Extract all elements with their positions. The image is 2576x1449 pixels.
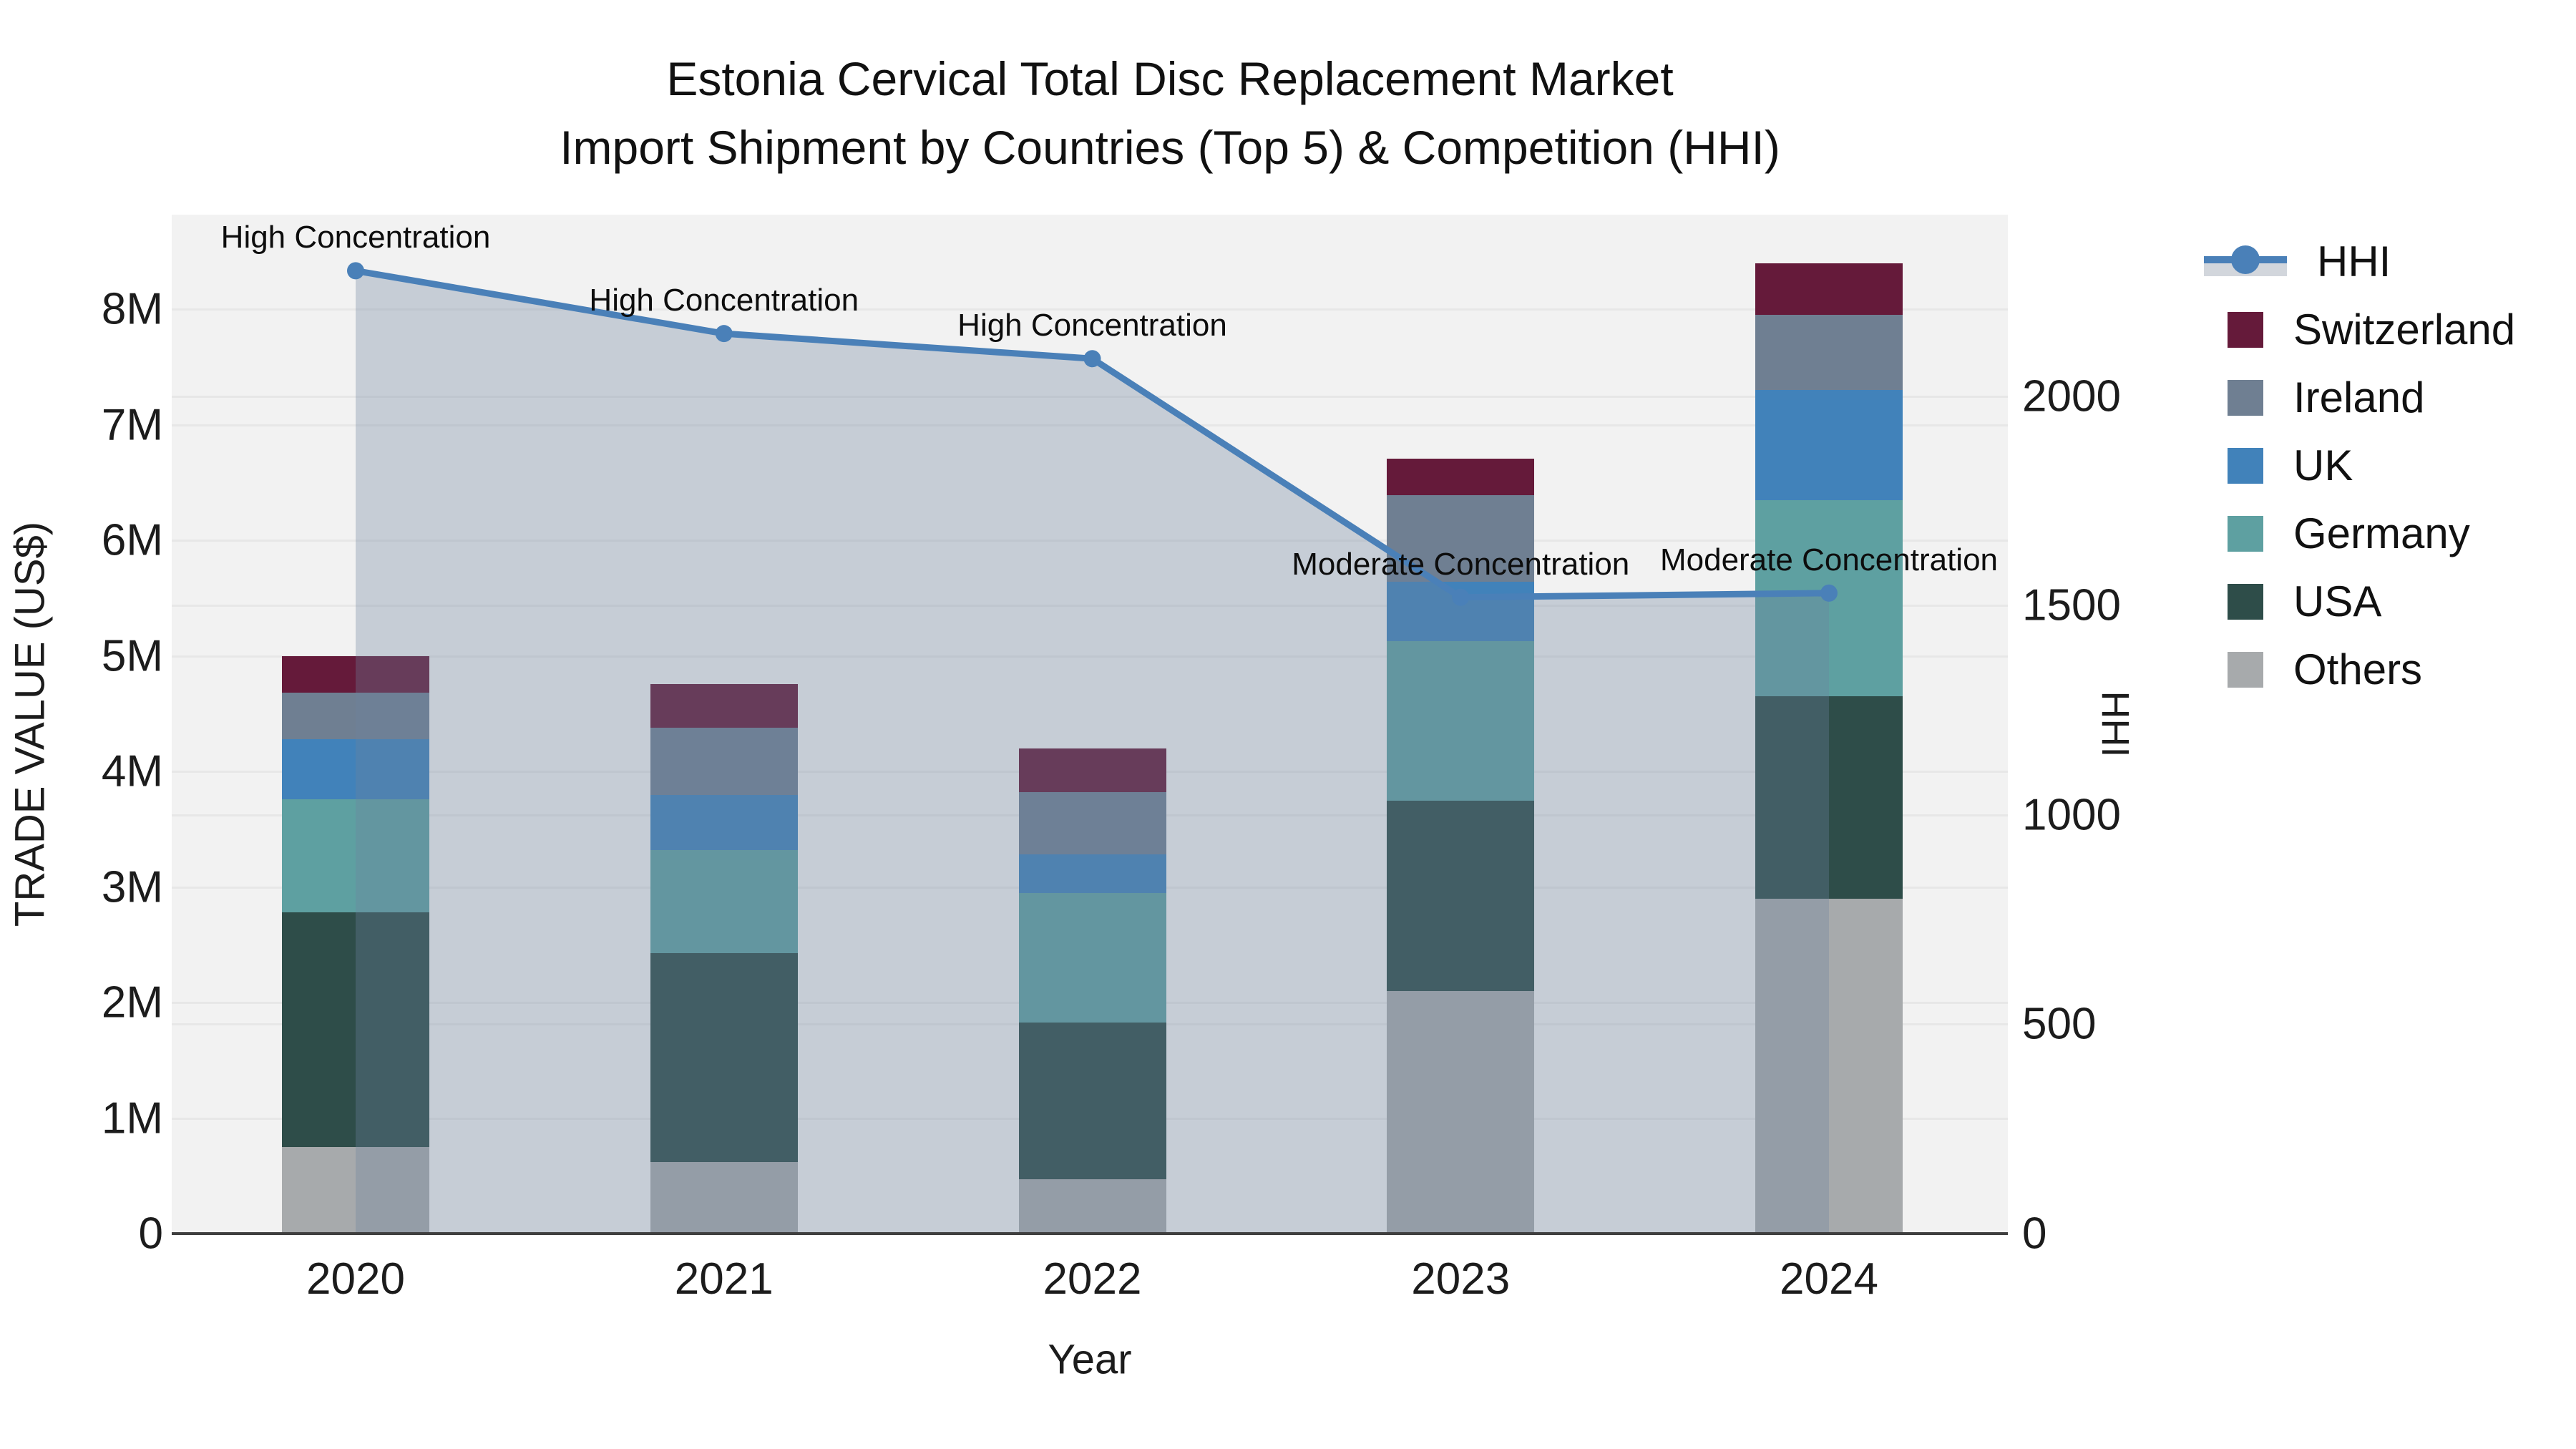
bar-segment-switzerland-2024	[1755, 263, 1903, 316]
left-tick-1M: 1M	[101, 1093, 163, 1143]
legend: HHI Switzerland Ireland UK Germany USA Others	[2204, 228, 2515, 703]
legend-item-hhi[interactable]: HHI	[2204, 228, 2515, 296]
right-tick-1000: 1000	[2022, 790, 2121, 840]
bar-segment-others-2022	[1018, 1179, 1166, 1234]
legend-label-ireland: Ireland	[2293, 374, 2425, 421]
legend-swatch-ireland	[2228, 379, 2263, 416]
left-tick-0: 0	[138, 1209, 163, 1259]
annotation-2022: High Concentration	[957, 308, 1227, 343]
x-tick-2024: 2024	[1780, 1254, 1878, 1304]
bar-segment-switzerland-2021	[650, 683, 798, 728]
gridline-trade-8m	[172, 308, 2008, 311]
bar-segment-ireland-2021	[650, 727, 798, 795]
legend-item-ireland[interactable]: Ireland	[2204, 364, 2515, 431]
legend-item-switzerland[interactable]: Switzerland	[2204, 296, 2515, 364]
bar-segment-others-2023	[1387, 990, 1535, 1234]
bar-segment-usa-2024	[1755, 696, 1903, 899]
bar-segment-germany-2023	[1387, 640, 1535, 801]
x-tick-2020: 2020	[306, 1254, 405, 1304]
annotation-2021: High Concentration	[589, 283, 859, 318]
annotation-2023: Moderate Concentration	[1292, 546, 1630, 582]
bar-segment-germany-2022	[1018, 892, 1166, 1023]
legend-item-others[interactable]: Others	[2204, 635, 2515, 703]
annotation-2024: Moderate Concentration	[1659, 542, 1999, 577]
bar-segment-switzerland-2022	[1018, 748, 1166, 793]
right-tick-2000: 2000	[2022, 371, 2121, 421]
legend-label-germany: Germany	[2293, 509, 2470, 557]
bar-segment-usa-2021	[650, 952, 798, 1162]
right-tick-0: 0	[2022, 1209, 2047, 1259]
legend-swatch-switzerland	[2228, 311, 2263, 348]
bar-segment-ireland-2022	[1018, 792, 1166, 855]
legend-label-switzerland: Switzerland	[2293, 306, 2516, 353]
legend-label-hhi: HHI	[2317, 238, 2391, 286]
hhi-line-overlay	[347, 262, 1838, 1234]
right-axis-title: HHI	[2094, 691, 2137, 758]
legend-label-usa: USA	[2293, 577, 2382, 625]
bar-segment-ireland-2024	[1755, 315, 1903, 391]
bar-segment-usa-2020	[282, 912, 429, 1147]
bar-segment-germany-2020	[282, 799, 429, 913]
gridline-hhi-2000	[172, 395, 2008, 398]
right-tick-1500: 1500	[2022, 580, 2121, 630]
x-axis-title: Year	[1048, 1336, 1132, 1383]
legend-swatch-usa	[2228, 583, 2263, 620]
left-tick-2M: 2M	[101, 977, 163, 1028]
gridline-trade-6m	[172, 540, 2008, 542]
legend-item-uk[interactable]: UK	[2204, 431, 2515, 499]
hhi-area-fill	[356, 270, 1829, 1234]
x-tick-2023: 2023	[1411, 1254, 1511, 1304]
hhi-line-legend-symbol	[2204, 243, 2287, 280]
bar-segment-others-2021	[650, 1161, 798, 1234]
bar-segment-usa-2023	[1387, 800, 1535, 991]
hhi-marker-2021	[715, 325, 733, 343]
hhi-marker-2022	[1083, 350, 1101, 368]
left-tick-3M: 3M	[101, 862, 163, 912]
chart-title-line1: Estonia Cervical Total Disc Replacement …	[666, 52, 1674, 105]
bar-segment-uk-2020	[282, 739, 429, 799]
left-tick-4M: 4M	[101, 746, 163, 796]
legend-swatch-uk	[2228, 447, 2263, 484]
bar-segment-ireland-2020	[282, 693, 429, 739]
chart-title-line2: Import Shipment by Countries (Top 5) & C…	[560, 121, 1780, 174]
left-axis-title: TRADE VALUE (US$)	[6, 521, 54, 927]
legend-swatch-others	[2228, 651, 2263, 688]
legend-swatch-germany	[2228, 515, 2263, 552]
bar-segment-others-2024	[1755, 898, 1903, 1234]
left-tick-5M: 5M	[101, 631, 163, 681]
x-axis-line	[172, 1232, 2008, 1235]
legend-item-germany[interactable]: Germany	[2204, 499, 2515, 567]
annotation-2020: High Concentration	[220, 220, 491, 255]
bar-segment-uk-2024	[1755, 390, 1903, 500]
gridline-trade-5m	[172, 655, 2008, 658]
left-tick-6M: 6M	[101, 515, 163, 565]
gridline-hhi-1500	[172, 605, 2008, 608]
hhi-marker-2020	[347, 262, 364, 280]
left-tick-8M: 8M	[101, 284, 163, 334]
left-tick-7M: 7M	[101, 400, 163, 450]
right-tick-500: 500	[2022, 999, 2097, 1049]
legend-item-usa[interactable]: USA	[2204, 567, 2515, 635]
bar-segment-uk-2021	[650, 794, 798, 850]
hhi-marker-2024	[1820, 584, 1838, 602]
bar-segment-usa-2022	[1018, 1022, 1166, 1180]
bar-segment-germany-2021	[650, 850, 798, 953]
bar-segment-switzerland-2023	[1387, 458, 1535, 496]
bar-segment-switzerland-2020	[282, 655, 429, 693]
legend-label-others: Others	[2293, 645, 2423, 693]
x-tick-2022: 2022	[1043, 1254, 1142, 1304]
bar-segment-others-2020	[282, 1146, 429, 1234]
plot-area	[172, 215, 2008, 1234]
bar-segment-uk-2022	[1018, 854, 1166, 893]
x-tick-2021: 2021	[674, 1254, 774, 1304]
gridline-trade-7m	[172, 424, 2008, 426]
legend-label-uk: UK	[2293, 441, 2353, 489]
hhi-marker-2023	[1452, 588, 1470, 606]
hhi-marker-swatch	[2231, 245, 2260, 274]
